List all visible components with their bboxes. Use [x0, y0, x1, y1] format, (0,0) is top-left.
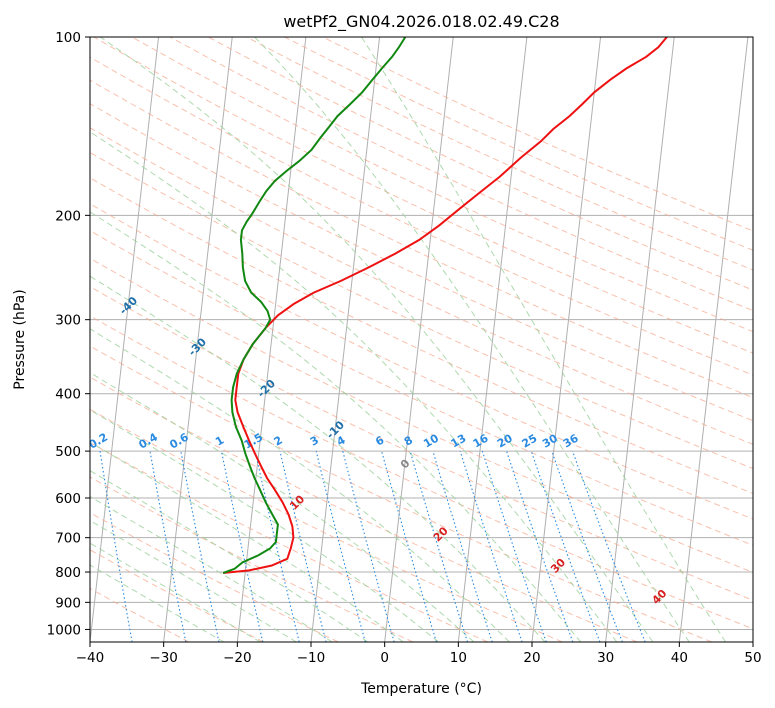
dewpoint-profile-line [222, 37, 407, 574]
moist-adiabat-line [90, 441, 404, 642]
y-axis-label: Pressure (hPa) [12, 289, 28, 389]
dry-adiabat-line [90, 151, 753, 470]
isotherm-line [163, 37, 233, 642]
axes: −40 −30 −20 −10 0 10 20 30 40 50 100 200 300 400 500 60… [47, 30, 762, 666]
y-tick-label: 700 [55, 531, 81, 547]
dry-adiabat-line [90, 177, 753, 495]
x-tick-label: 50 [744, 650, 761, 666]
y-tick-label: 400 [55, 387, 81, 403]
dry-adiabat-line [90, 376, 638, 642]
mixing-ratio-line [551, 450, 623, 642]
mixing-ratio-line [530, 450, 601, 642]
background-lines [0, 37, 753, 642]
isotherm-line [384, 37, 454, 642]
y-tick-label: 300 [55, 313, 81, 329]
x-tick-label: 10 [450, 650, 467, 666]
mixing-ratio-line [571, 450, 646, 642]
plot-background [90, 37, 753, 642]
temperature-profile-line [223, 37, 668, 574]
y-tick-label: 100 [55, 30, 81, 46]
isotherm-line [457, 37, 528, 642]
dry-adiabat-line [90, 345, 712, 642]
moist-adiabat-line [361, 37, 727, 642]
y-tick-label: 600 [55, 491, 81, 507]
isotherm-label: -50 [48, 252, 71, 275]
dry-adiabat-line [90, 512, 339, 642]
moist-adiabat-line [90, 372, 475, 642]
dry-adiabat-line [90, 408, 563, 642]
y-tick-label: 900 [55, 595, 81, 611]
moist-adiabat-line [90, 564, 225, 642]
mixing-ratio-line [506, 450, 574, 642]
x-tick-label: −30 [149, 650, 178, 666]
mixing-ratio-line [409, 450, 469, 642]
isotherm-line [752, 637, 753, 642]
mixing-ratio-line [432, 450, 493, 642]
y-tick-label: 500 [55, 444, 81, 460]
mixing-ratio-line [220, 450, 264, 642]
dry-adiabat-line [90, 79, 753, 399]
x-tick-label: 20 [523, 650, 540, 666]
mixing-ratio-line [459, 450, 523, 642]
dry-adiabat-line [90, 315, 753, 630]
isotherm-line [310, 37, 381, 642]
dry-adiabat-line [90, 549, 264, 642]
y-tick-label: 1000 [47, 622, 81, 638]
y-tick-label: 800 [55, 565, 81, 581]
x-tick-label: 0 [380, 650, 389, 666]
mixing-ratio-line [381, 450, 437, 642]
x-tick-label: 40 [671, 650, 688, 666]
x-tick-label: −40 [76, 650, 105, 666]
mixing-ratio-line [254, 450, 300, 642]
dry-adiabat-line [90, 441, 488, 642]
isotherm-line [0, 37, 11, 642]
y-tick-label: 200 [55, 208, 81, 224]
mixing-ratio-line [481, 450, 547, 642]
mixing-ratio-line [180, 450, 220, 642]
isotherm-line [90, 37, 160, 642]
isotherm-line [678, 37, 749, 642]
mixing-ratio-line [315, 450, 366, 642]
moist-adiabat-line [90, 542, 261, 642]
moist-adiabat-line [90, 328, 510, 642]
moist-adiabat-line [100, 37, 654, 642]
isotherm-label: -60 [0, 211, 2, 234]
isotherm-line [236, 37, 307, 642]
x-tick-label: 30 [597, 650, 614, 666]
x-tick-label: −20 [223, 650, 252, 666]
moist-adiabat-line [254, 37, 690, 642]
dry-adiabat-line [90, 476, 414, 642]
x-axis-label: Temperature (°C) [360, 681, 482, 697]
mixing-ratio-line [342, 450, 395, 642]
isotherm-line [605, 37, 675, 642]
dry-adiabat-line [90, 103, 753, 422]
mixing-ratio-line [279, 450, 327, 642]
chart-title: wetPf2_GN04.2026.018.02.49.C28 [283, 12, 559, 32]
moist-adiabat-line [90, 519, 297, 642]
profile-series [222, 37, 668, 574]
x-tick-label: −10 [297, 650, 326, 666]
moist-adiabat-line [90, 211, 582, 642]
dry-adiabat-line [90, 257, 753, 573]
dry-adiabat-line [131, 37, 753, 333]
mixing-ratio-line [149, 451, 187, 642]
plot-frame [89, 36, 754, 643]
moist-adiabat-line [90, 470, 368, 642]
dry-adiabat-line [90, 230, 753, 546]
